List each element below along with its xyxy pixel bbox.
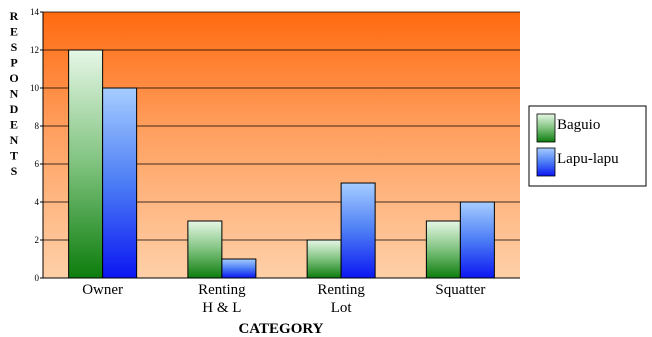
bar-lapu-lapu <box>221 258 257 279</box>
legend-swatch-lapu-lapu <box>536 147 556 177</box>
x-tick-label: Renting <box>198 282 246 298</box>
x-tick-label: H & L <box>202 300 241 316</box>
bar-baguio <box>306 239 342 279</box>
x-tick-label: Owner <box>82 282 123 298</box>
legend-swatch-baguio <box>536 113 556 143</box>
y-tick-labels: 0 2 4 6 8 10 12 14 <box>30 7 43 283</box>
bar-baguio <box>68 49 104 279</box>
y-tick-label: 10 <box>30 83 40 93</box>
y-tick-label: 6 <box>35 159 40 169</box>
y-tick-label: 0 <box>35 273 40 283</box>
x-tick-labels: Owner Renting H & L Renting Lot Squatter <box>82 282 485 316</box>
y-tick-label: 14 <box>30 7 40 17</box>
bar-lapu-lapu <box>459 201 495 279</box>
y-tick-label: 8 <box>35 121 40 131</box>
legend-label-baguio: Baguio <box>557 117 600 133</box>
y-tick-label: 2 <box>35 235 40 245</box>
x-tick-label: Renting <box>317 282 365 298</box>
legend-label-lapu-lapu: Lapu-lapu <box>557 151 619 167</box>
x-tick-label: Squatter <box>435 282 485 298</box>
y-tick-label: 12 <box>30 45 39 55</box>
bar-lapu-lapu <box>340 182 376 279</box>
bar-lapu-lapu <box>102 87 138 279</box>
bar-baguio <box>187 220 223 279</box>
x-axis-label: CATEGORY <box>238 321 323 337</box>
y-tick-label: 4 <box>35 197 40 207</box>
bar-baguio <box>425 220 461 279</box>
legend: Baguio Lapu-lapu <box>528 105 647 187</box>
x-tick-label: Lot <box>331 300 353 316</box>
